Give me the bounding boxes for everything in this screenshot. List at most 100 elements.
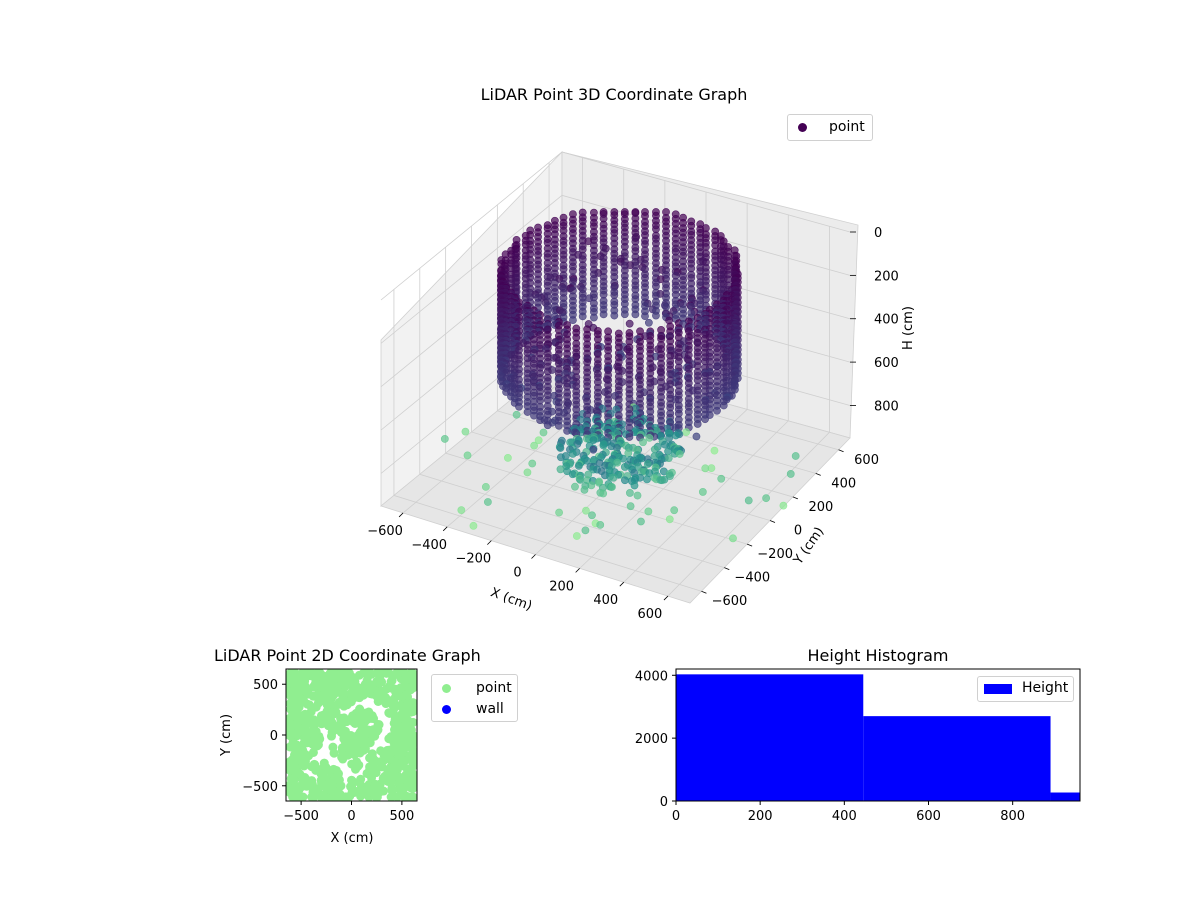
- data-point: [625, 433, 634, 441]
- data-point: [576, 475, 585, 484]
- legend-point-label: point: [476, 680, 512, 696]
- data-point: [403, 698, 413, 708]
- x-tick-label-3d: 400: [593, 593, 618, 608]
- data-point: [285, 784, 295, 794]
- data-point: [363, 725, 373, 735]
- data-point: [572, 532, 581, 540]
- data-point: [287, 729, 297, 739]
- data-point: [584, 237, 593, 246]
- data-point: [626, 502, 635, 511]
- legend-point-marker: [442, 684, 451, 693]
- y-tick-label-3d: 200: [808, 500, 833, 515]
- data-point: [308, 725, 318, 735]
- data-point: [307, 762, 317, 772]
- y-tick-label-histogram: 2000: [635, 732, 668, 747]
- data-point: [301, 775, 311, 785]
- axes-histogram: 0 200 400 600 800 0 2000 4000: [635, 668, 1081, 824]
- data-point: [314, 788, 324, 798]
- data-point: [713, 406, 721, 415]
- grid-line: [380, 194, 851, 344]
- y-tick-label-histogram: 4000: [635, 669, 668, 684]
- axes-2d-ticks: −500 −500 0 0 500 500: [242, 678, 414, 824]
- x-tick-label-2d: −500: [283, 809, 319, 824]
- data-point: [658, 476, 666, 485]
- data-point: [556, 444, 565, 452]
- x-tick-label-2d: 500: [389, 809, 414, 824]
- z-tick-label-3d: 800: [874, 399, 899, 414]
- grid-line: [579, 203, 748, 569]
- tick-mark: [442, 526, 448, 532]
- data-point: [701, 464, 710, 473]
- data-point: [393, 668, 403, 678]
- data-point: [324, 716, 334, 726]
- data-point: [408, 731, 418, 741]
- data-point: [390, 757, 400, 767]
- data-point: [363, 714, 373, 724]
- data-point: [349, 750, 359, 760]
- data-point: [523, 408, 532, 416]
- data-point: [791, 452, 800, 460]
- data-point: [644, 318, 653, 327]
- data-point: [641, 312, 649, 321]
- x-tick-label-3d: −600: [367, 524, 403, 539]
- data-point: [359, 786, 369, 796]
- data-point: [786, 470, 795, 478]
- data-point: [620, 463, 629, 471]
- data-point: [620, 310, 629, 319]
- data-point: [286, 742, 296, 752]
- data-point: [645, 433, 654, 442]
- data-point: [762, 494, 771, 503]
- data-point: [356, 708, 366, 718]
- data-point: [556, 465, 565, 474]
- data-point: [385, 708, 395, 718]
- z-tick-label-3d: 0: [874, 226, 882, 241]
- data-point: [317, 719, 327, 729]
- data-point: [365, 668, 375, 678]
- data-point: [675, 450, 684, 458]
- data-point: [386, 777, 396, 787]
- histogram-bars: [676, 674, 1080, 801]
- data-point: [539, 428, 548, 437]
- data-point: [325, 668, 335, 678]
- data-point: [463, 451, 472, 460]
- data-point: [630, 481, 639, 490]
- tick-mark: [398, 512, 404, 518]
- data-point: [744, 496, 753, 505]
- tick-mark: [724, 567, 730, 571]
- histogram-bar: [1050, 792, 1080, 801]
- data-point: [340, 681, 350, 691]
- data-point: [589, 445, 598, 454]
- data-point: [379, 750, 389, 760]
- x-tick-label-3d: −400: [411, 538, 447, 553]
- data-point: [643, 475, 651, 484]
- grid-line: [419, 268, 725, 569]
- data-point: [337, 752, 347, 762]
- data-point: [692, 432, 701, 441]
- data-point: [581, 526, 590, 535]
- data-point: [588, 511, 596, 520]
- data-point: [543, 421, 552, 430]
- data-point: [289, 680, 299, 690]
- data-point: [483, 498, 492, 506]
- data-point: [528, 459, 537, 468]
- data-point: [563, 426, 572, 435]
- data-point: [582, 506, 590, 515]
- data-point: [608, 483, 616, 491]
- data-point: [652, 311, 660, 320]
- data-point: [329, 748, 339, 758]
- data-point: [383, 668, 393, 678]
- x-axis-label-3d: X (cm): [488, 585, 534, 614]
- data-point: [580, 485, 589, 494]
- legend-2d-entry-point: point: [432, 678, 517, 699]
- data-point: [328, 787, 338, 797]
- data-point: [556, 453, 565, 462]
- data-point: [585, 294, 594, 303]
- x-tick-label-3d: 600: [638, 607, 663, 622]
- data-point: [371, 756, 381, 766]
- data-point: [334, 725, 344, 735]
- data-point: [398, 710, 408, 720]
- legend-2d: point wall: [431, 674, 518, 722]
- data-point: [440, 435, 449, 443]
- grid-line: [380, 151, 851, 301]
- data-point: [359, 745, 369, 755]
